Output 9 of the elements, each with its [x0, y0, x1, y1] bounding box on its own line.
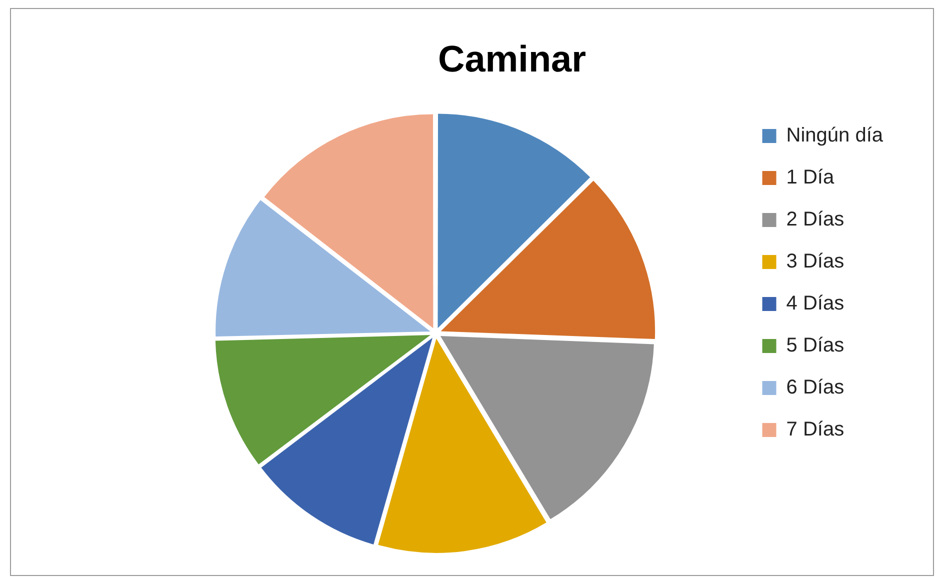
legend-label: 5 Días	[786, 334, 844, 357]
legend-label: Ningún día	[786, 124, 884, 147]
legend-label: 2 Días	[786, 208, 844, 231]
legend-label: 4 Días	[786, 292, 844, 315]
legend-label: 7 Días	[786, 418, 844, 441]
legend-label: 3 Días	[786, 250, 844, 273]
chart-title: Caminar	[438, 38, 586, 80]
legend-label: 1 Día	[786, 166, 835, 189]
legend-label: 6 Días	[786, 376, 844, 399]
